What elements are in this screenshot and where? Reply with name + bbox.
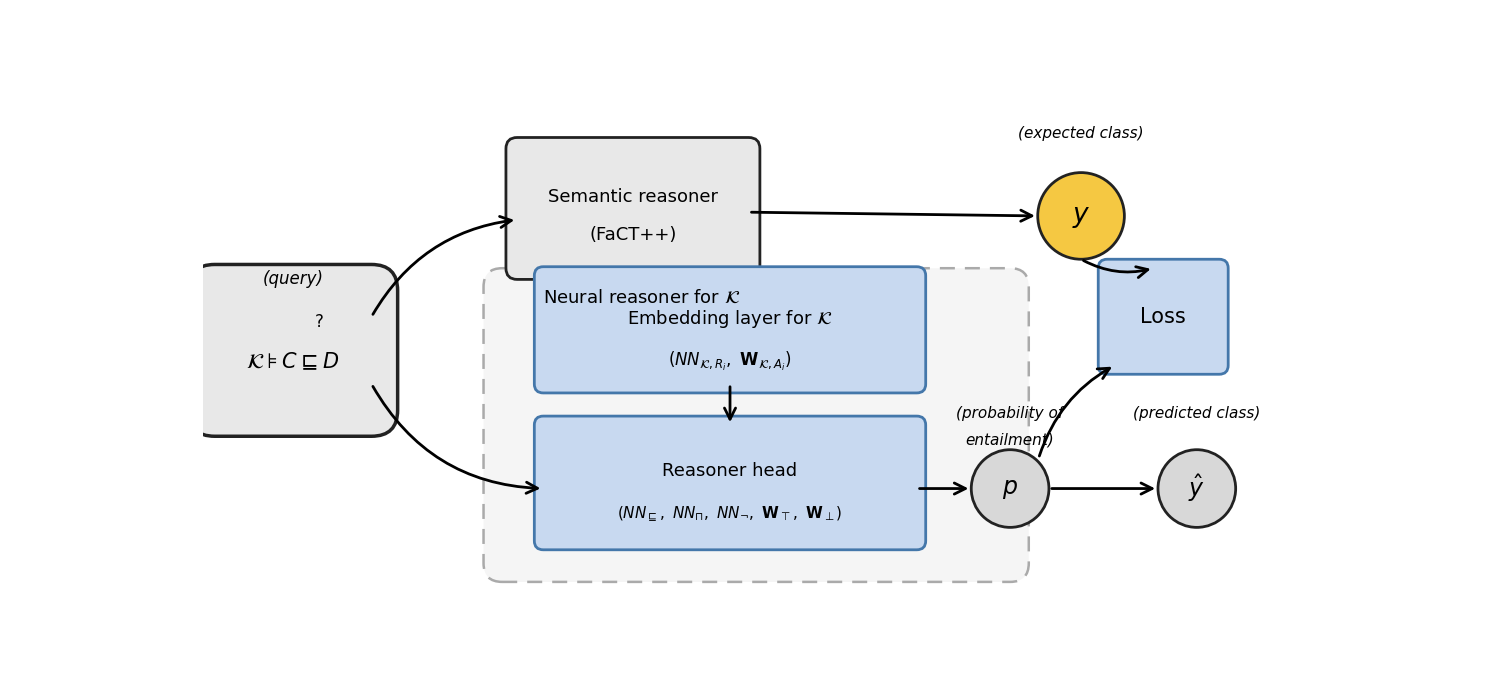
FancyBboxPatch shape <box>507 138 760 280</box>
Text: (predicted class): (predicted class) <box>1132 406 1261 422</box>
Text: Reasoner head: Reasoner head <box>663 462 797 480</box>
Text: $y$: $y$ <box>1071 204 1091 230</box>
Text: $p$: $p$ <box>1003 477 1018 500</box>
FancyBboxPatch shape <box>1098 259 1228 374</box>
Text: ?: ? <box>314 313 323 331</box>
Text: entailment): entailment) <box>966 433 1055 447</box>
FancyBboxPatch shape <box>535 267 925 393</box>
Text: Semantic reasoner: Semantic reasoner <box>548 188 718 206</box>
Text: (probability of: (probability of <box>957 406 1064 422</box>
Text: Neural reasoner for $\mathcal{K}$: Neural reasoner for $\mathcal{K}$ <box>544 289 741 307</box>
Text: $(NN_{\sqsubseteq},\ NN_{\sqcap},\ NN_{\neg},\ \mathbf{W}_{\top},\ \mathbf{W}_{\: $(NN_{\sqsubseteq},\ NN_{\sqcap},\ NN_{\… <box>617 505 843 524</box>
FancyBboxPatch shape <box>189 265 398 437</box>
Text: (expected class): (expected class) <box>1018 126 1144 141</box>
Text: Loss: Loss <box>1140 307 1186 327</box>
Circle shape <box>1158 449 1235 528</box>
Text: (FaCT++): (FaCT++) <box>589 225 676 244</box>
Text: (query): (query) <box>262 270 323 289</box>
Text: $(NN_{\mathcal{K},R_i},\ \mathbf{W}_{\mathcal{K},A_i})$: $(NN_{\mathcal{K},R_i},\ \mathbf{W}_{\ma… <box>668 350 793 373</box>
FancyBboxPatch shape <box>484 268 1028 582</box>
Circle shape <box>1037 172 1125 259</box>
Text: $\mathcal{K} \models C \sqsubseteq D$: $\mathcal{K} \models C \sqsubseteq D$ <box>246 351 340 372</box>
Text: $\hat{y}$: $\hat{y}$ <box>1189 473 1205 504</box>
FancyBboxPatch shape <box>535 416 925 550</box>
Circle shape <box>971 449 1049 528</box>
Text: Embedding layer for $\mathcal{K}$: Embedding layer for $\mathcal{K}$ <box>627 308 833 330</box>
